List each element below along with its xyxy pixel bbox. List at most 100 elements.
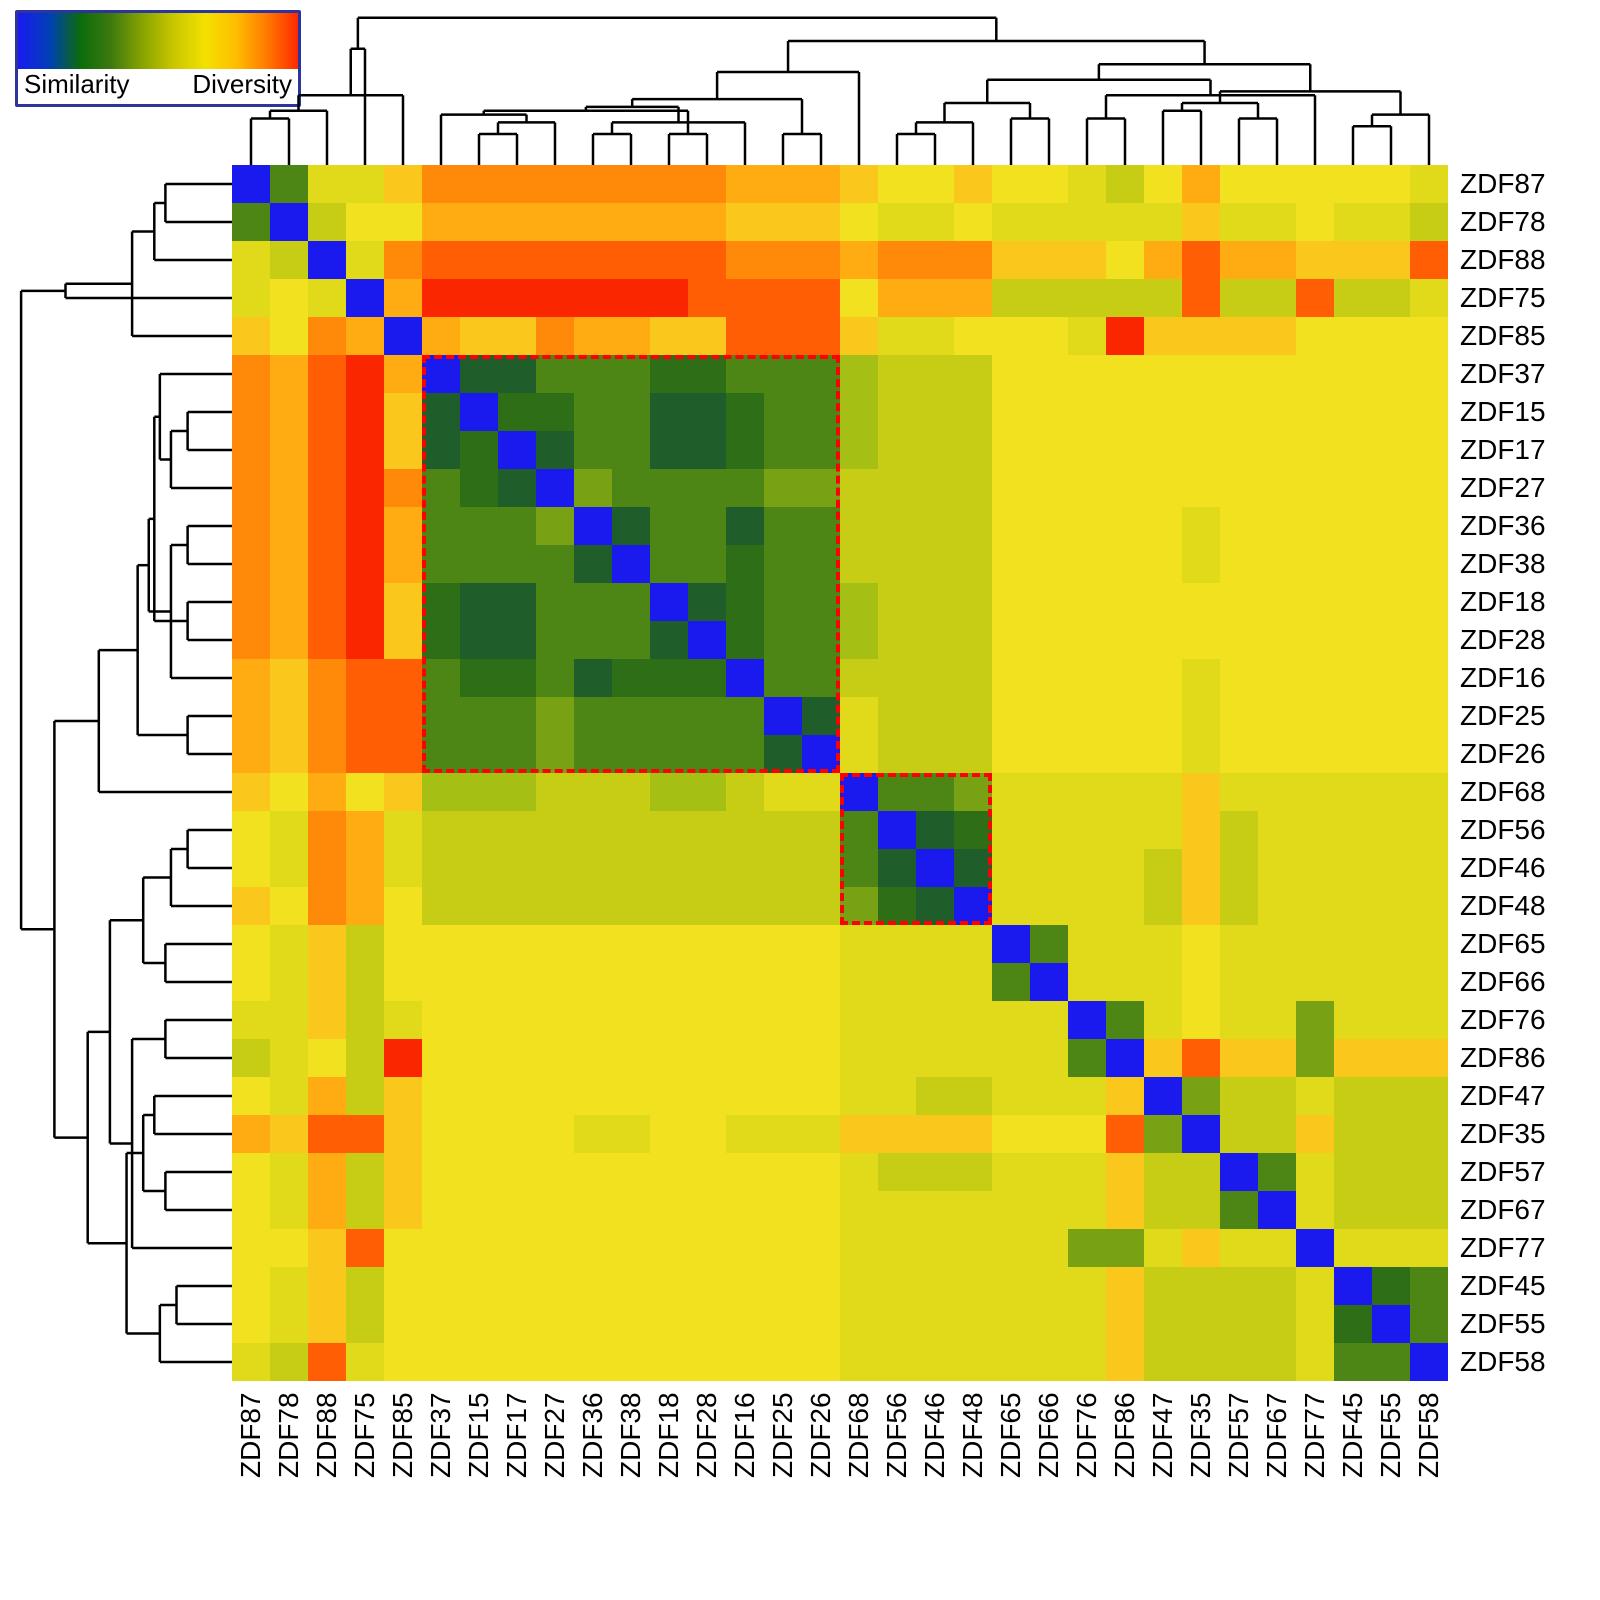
heatmap-cell <box>346 1115 384 1153</box>
heatmap-cell <box>954 925 992 963</box>
heatmap-cell <box>574 849 612 887</box>
heatmap-cell <box>1334 583 1372 621</box>
heatmap-cell <box>688 887 726 925</box>
row-label: ZDF36 <box>1460 507 1546 545</box>
heatmap-cell <box>1258 165 1296 203</box>
heatmap-cell <box>688 925 726 963</box>
heatmap-cell <box>1372 583 1410 621</box>
heatmap-cell <box>498 393 536 431</box>
heatmap-cell <box>574 393 612 431</box>
heatmap-cell <box>574 317 612 355</box>
heatmap-cell <box>1182 431 1220 469</box>
heatmap-cell <box>726 507 764 545</box>
column-label: ZDF57 <box>1220 1392 1258 1532</box>
heatmap-cell <box>802 1343 840 1381</box>
heatmap-cell <box>460 1001 498 1039</box>
heatmap-cell <box>688 507 726 545</box>
heatmap-cell <box>232 811 270 849</box>
heatmap-cell <box>612 697 650 735</box>
heatmap-cell <box>1220 963 1258 1001</box>
heatmap-cell <box>916 545 954 583</box>
heatmap-cell <box>954 317 992 355</box>
heatmap-cell <box>726 545 764 583</box>
heatmap-cell <box>1068 697 1106 735</box>
heatmap-cell <box>840 393 878 431</box>
heatmap-cell <box>232 545 270 583</box>
heatmap-cell <box>764 735 802 773</box>
heatmap-cell <box>384 1267 422 1305</box>
heatmap-cell <box>536 1077 574 1115</box>
heatmap-cell <box>992 735 1030 773</box>
heatmap-cell <box>802 431 840 469</box>
heatmap-cell <box>878 1077 916 1115</box>
heatmap-cell <box>650 963 688 1001</box>
heatmap-cell <box>1106 393 1144 431</box>
heatmap-cell <box>460 317 498 355</box>
heatmap-cell <box>916 1343 954 1381</box>
heatmap-cell <box>612 1153 650 1191</box>
heatmap-cell <box>460 1153 498 1191</box>
heatmap-cell <box>460 1115 498 1153</box>
heatmap-cell <box>1258 925 1296 963</box>
heatmap-cell <box>650 735 688 773</box>
heatmap-cell <box>802 241 840 279</box>
heatmap-cell <box>1258 317 1296 355</box>
heatmap-cell <box>1220 1115 1258 1153</box>
row-label: ZDF47 <box>1460 1077 1546 1115</box>
heatmap-cell <box>954 1305 992 1343</box>
heatmap-cell <box>878 355 916 393</box>
heatmap-cell <box>422 1343 460 1381</box>
heatmap-cell <box>1258 697 1296 735</box>
heatmap-cell <box>878 887 916 925</box>
heatmap-cell <box>536 545 574 583</box>
heatmap-cell <box>1410 1343 1448 1381</box>
heatmap-cell <box>1106 1039 1144 1077</box>
heatmap-cell <box>346 393 384 431</box>
heatmap-cell <box>1220 469 1258 507</box>
heatmap-cell <box>1220 1039 1258 1077</box>
heatmap-cell <box>536 887 574 925</box>
heatmap-cell <box>612 165 650 203</box>
heatmap-cell <box>1296 963 1334 1001</box>
heatmap-cell <box>612 241 650 279</box>
heatmap-cell <box>1030 697 1068 735</box>
heatmap-cell <box>1182 1305 1220 1343</box>
heatmap-cell <box>802 1039 840 1077</box>
heatmap-cell <box>688 583 726 621</box>
heatmap-cell <box>232 1001 270 1039</box>
heatmap-cell <box>764 393 802 431</box>
heatmap-cell <box>612 279 650 317</box>
heatmap-cell <box>916 925 954 963</box>
column-dendrogram <box>232 10 1448 165</box>
heatmap-cell <box>574 355 612 393</box>
heatmap-cell <box>1182 697 1220 735</box>
heatmap-cell <box>1258 279 1296 317</box>
heatmap-cell <box>1068 1001 1106 1039</box>
heatmap-cell <box>878 849 916 887</box>
heatmap-cell <box>954 697 992 735</box>
row-label: ZDF46 <box>1460 849 1546 887</box>
heatmap-cell <box>1258 963 1296 1001</box>
heatmap-cell <box>422 583 460 621</box>
row-label: ZDF87 <box>1460 165 1546 203</box>
heatmap-cell <box>916 1039 954 1077</box>
heatmap-cell <box>1410 1077 1448 1115</box>
heatmap-cell <box>840 1305 878 1343</box>
heatmap-cell <box>612 1305 650 1343</box>
heatmap-cell <box>1144 773 1182 811</box>
column-label: ZDF46 <box>916 1392 954 1532</box>
heatmap-cell <box>1258 849 1296 887</box>
heatmap-cell <box>270 279 308 317</box>
heatmap-cell <box>878 1343 916 1381</box>
heatmap-cell <box>422 735 460 773</box>
heatmap-cell <box>1334 773 1372 811</box>
heatmap-cell <box>1144 1077 1182 1115</box>
heatmap-cell <box>1410 773 1448 811</box>
heatmap-cell <box>1258 887 1296 925</box>
heatmap-cell <box>802 659 840 697</box>
heatmap <box>232 165 1448 1381</box>
heatmap-cell <box>954 583 992 621</box>
heatmap-cell <box>802 469 840 507</box>
heatmap-cell <box>688 735 726 773</box>
heatmap-cell <box>916 1001 954 1039</box>
